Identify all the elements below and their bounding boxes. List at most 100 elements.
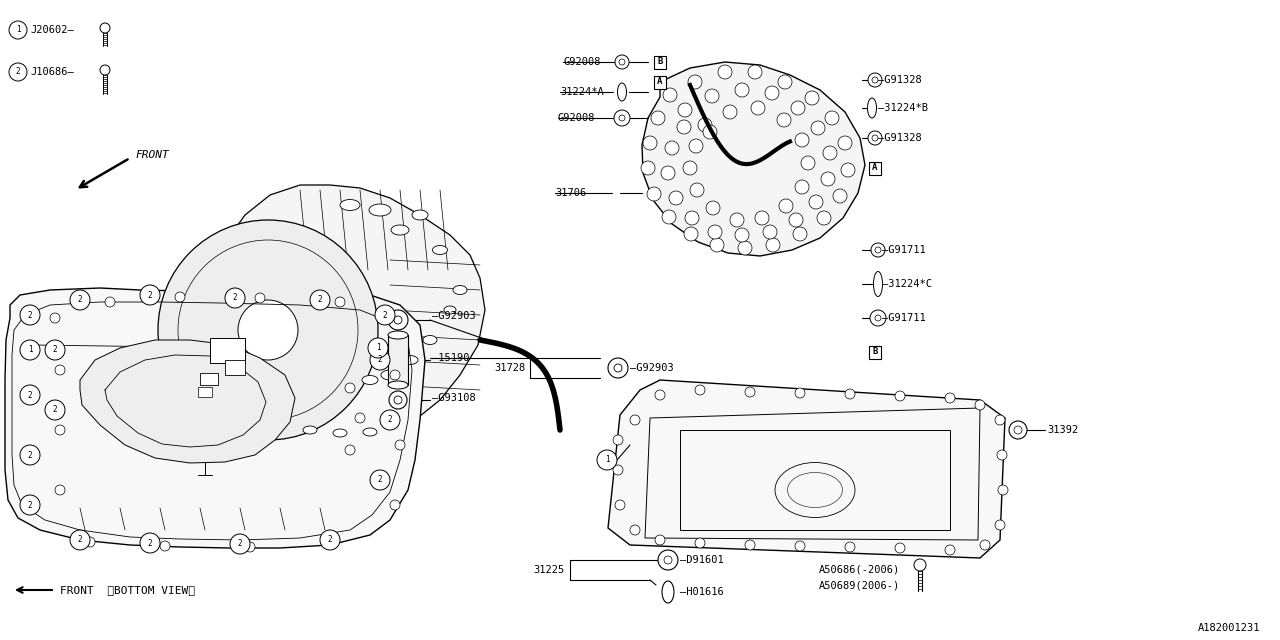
- Circle shape: [244, 542, 255, 552]
- Circle shape: [140, 533, 160, 553]
- Circle shape: [70, 530, 90, 550]
- Circle shape: [745, 387, 755, 397]
- Text: A: A: [872, 163, 878, 173]
- Circle shape: [380, 410, 399, 430]
- Circle shape: [838, 136, 852, 150]
- Circle shape: [346, 383, 355, 393]
- Ellipse shape: [381, 370, 399, 380]
- Ellipse shape: [662, 581, 675, 603]
- Text: —D91601: —D91601: [680, 555, 723, 565]
- Ellipse shape: [303, 426, 317, 434]
- Text: 2: 2: [15, 67, 20, 77]
- Circle shape: [689, 139, 703, 153]
- Circle shape: [755, 211, 769, 225]
- Circle shape: [9, 21, 27, 39]
- Circle shape: [690, 183, 704, 197]
- Text: 31728: 31728: [495, 363, 526, 373]
- Text: 1: 1: [604, 456, 609, 465]
- Ellipse shape: [868, 98, 877, 118]
- Circle shape: [55, 485, 65, 495]
- Text: 2: 2: [28, 310, 32, 319]
- Circle shape: [678, 103, 692, 117]
- Ellipse shape: [873, 271, 882, 296]
- Circle shape: [157, 220, 378, 440]
- Circle shape: [723, 105, 737, 119]
- Circle shape: [375, 305, 396, 325]
- Circle shape: [823, 146, 837, 160]
- Circle shape: [833, 189, 847, 203]
- Ellipse shape: [433, 246, 448, 255]
- Circle shape: [50, 313, 60, 323]
- Text: 2: 2: [52, 406, 58, 415]
- Circle shape: [698, 118, 712, 132]
- Circle shape: [614, 110, 630, 126]
- Circle shape: [718, 65, 732, 79]
- Circle shape: [777, 113, 791, 127]
- Text: 1: 1: [15, 26, 20, 35]
- Ellipse shape: [402, 355, 419, 365]
- Text: —G92903: —G92903: [630, 363, 673, 373]
- Circle shape: [677, 120, 691, 134]
- Circle shape: [703, 125, 717, 139]
- Circle shape: [805, 91, 819, 105]
- Polygon shape: [5, 288, 425, 548]
- Text: 2: 2: [147, 291, 152, 300]
- Circle shape: [820, 172, 835, 186]
- Bar: [200, 373, 218, 385]
- Text: 31224*A—: 31224*A—: [561, 87, 611, 97]
- Text: 2: 2: [28, 451, 32, 460]
- Circle shape: [614, 364, 622, 372]
- Circle shape: [9, 63, 27, 81]
- Ellipse shape: [388, 331, 408, 339]
- Bar: [869, 346, 881, 358]
- Circle shape: [710, 238, 724, 252]
- Circle shape: [608, 358, 628, 378]
- Circle shape: [705, 89, 719, 103]
- Circle shape: [689, 75, 701, 89]
- Circle shape: [980, 540, 989, 550]
- Circle shape: [310, 290, 330, 310]
- Text: J20602—: J20602—: [29, 25, 74, 35]
- Circle shape: [346, 445, 355, 455]
- Bar: [654, 76, 666, 88]
- Circle shape: [230, 534, 250, 554]
- Text: 31706—: 31706—: [556, 188, 593, 198]
- Ellipse shape: [364, 428, 378, 436]
- Circle shape: [868, 73, 882, 87]
- Circle shape: [238, 300, 298, 360]
- Circle shape: [735, 228, 749, 242]
- Text: B: B: [872, 348, 878, 356]
- Circle shape: [613, 465, 623, 475]
- Circle shape: [765, 86, 780, 100]
- Ellipse shape: [617, 83, 626, 101]
- Ellipse shape: [369, 204, 390, 216]
- Circle shape: [613, 435, 623, 445]
- Circle shape: [841, 163, 855, 177]
- Circle shape: [655, 535, 666, 545]
- Text: J10686—: J10686—: [29, 67, 74, 77]
- Text: —G91711: —G91711: [882, 245, 925, 255]
- Circle shape: [630, 525, 640, 535]
- Circle shape: [390, 500, 399, 510]
- Circle shape: [995, 520, 1005, 530]
- Text: —31224*C: —31224*C: [882, 279, 932, 289]
- Circle shape: [320, 530, 340, 550]
- Circle shape: [335, 297, 346, 307]
- Text: FRONT: FRONT: [134, 150, 169, 160]
- Circle shape: [175, 292, 186, 302]
- Circle shape: [20, 305, 40, 325]
- Polygon shape: [170, 185, 485, 435]
- Text: 2: 2: [147, 538, 152, 547]
- Circle shape: [739, 241, 753, 255]
- Circle shape: [369, 338, 388, 358]
- Circle shape: [795, 541, 805, 551]
- Circle shape: [20, 495, 40, 515]
- Text: 2: 2: [383, 310, 388, 319]
- Text: —G92903: —G92903: [433, 311, 476, 321]
- Circle shape: [390, 370, 399, 380]
- Text: —G91328: —G91328: [878, 133, 922, 143]
- Text: —G91711: —G91711: [882, 313, 925, 323]
- Circle shape: [997, 450, 1007, 460]
- Circle shape: [140, 285, 160, 305]
- Circle shape: [55, 365, 65, 375]
